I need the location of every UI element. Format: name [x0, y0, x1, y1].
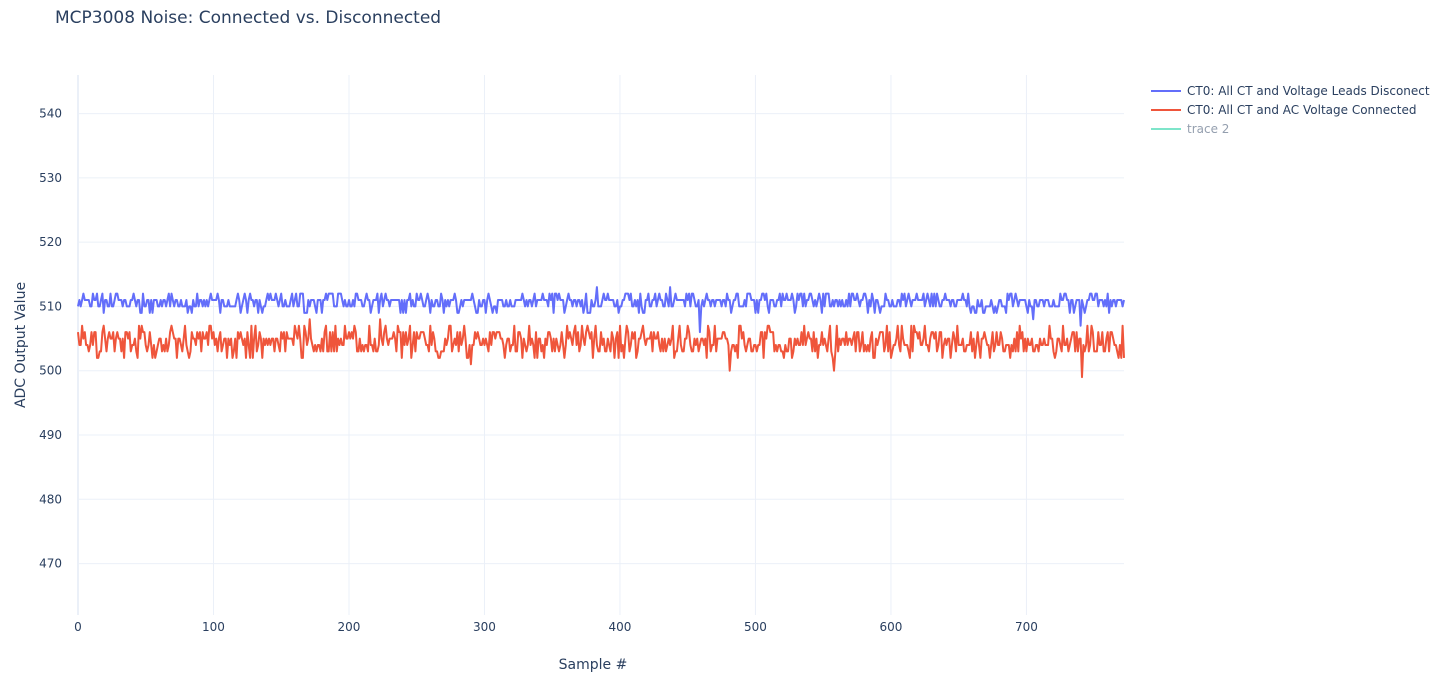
x-tick-label: 200 — [338, 620, 361, 634]
y-tick-label: 480 — [39, 492, 62, 506]
y-axis-ticks: 470 480 490 500 510 520 530 540 — [39, 107, 62, 571]
legend-label: CT0: All CT and AC Voltage Connected — [1187, 103, 1416, 117]
x-tick-label: 0 — [74, 620, 82, 634]
y-tick-label: 540 — [39, 107, 62, 121]
legend-item[interactable]: CT0: All CT and Voltage Leads Disconecte… — [1151, 84, 1430, 98]
series-line — [77, 318, 1125, 379]
legend-item[interactable]: CT0: All CT and AC Voltage Connected — [1151, 103, 1416, 117]
y-tick-label: 500 — [39, 364, 62, 378]
x-axis-ticks: 0 100 200 300 400 500 600 700 — [74, 620, 1038, 634]
y-tick-label: 520 — [39, 235, 62, 249]
x-tick-label: 300 — [473, 620, 496, 634]
y-tick-label: 490 — [39, 428, 62, 442]
legend-label: CT0: All CT and Voltage Leads Disconecte… — [1187, 84, 1430, 98]
x-tick-label: 700 — [1015, 620, 1038, 634]
x-tick-label: 500 — [744, 620, 767, 634]
legend-label: trace 2 — [1187, 122, 1229, 136]
y-axis-title: ADC Output Value — [13, 282, 29, 408]
y-tick-label: 470 — [39, 557, 62, 571]
plot-area — [77, 286, 1125, 379]
chart-title: MCP3008 Noise: Connected vs. Disconnecte… — [55, 8, 442, 28]
x-axis-title: Sample # — [559, 657, 628, 673]
x-tick-label: 600 — [880, 620, 903, 634]
series-line — [77, 286, 1125, 334]
legend-item[interactable]: trace 2 — [1151, 122, 1229, 136]
y-tick-label: 510 — [39, 299, 62, 313]
x-tick-label: 100 — [202, 620, 225, 634]
x-tick-label: 400 — [609, 620, 632, 634]
legend[interactable]: CT0: All CT and Voltage Leads Disconecte… — [1151, 84, 1430, 136]
y-tick-label: 530 — [39, 171, 62, 185]
